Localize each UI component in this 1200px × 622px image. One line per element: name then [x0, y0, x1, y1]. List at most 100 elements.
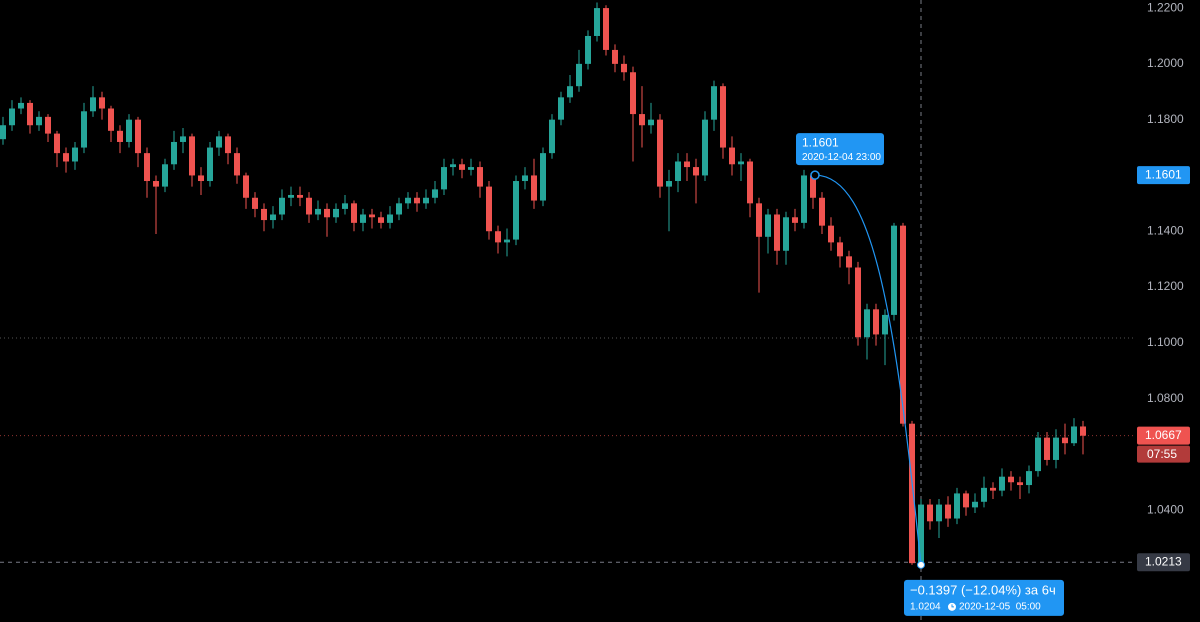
- candle-body: [801, 175, 807, 223]
- y-tick-label: 1.1000: [1147, 335, 1184, 349]
- measure-start-point: [810, 170, 820, 180]
- candle-body: [207, 147, 213, 182]
- candle-body: [90, 97, 96, 112]
- tooltip-start-price: 1.1601: [802, 135, 839, 149]
- candle-body: [612, 49, 618, 64]
- candle-body: [450, 164, 456, 168]
- candle-body: [45, 116, 51, 134]
- candle-body: [873, 309, 879, 335]
- candle-body: [855, 267, 861, 338]
- candle-body: [738, 161, 744, 165]
- candle-body: [675, 161, 681, 182]
- candle-body: [297, 194, 303, 198]
- candle-body: [864, 309, 870, 338]
- candle-body: [513, 181, 519, 240]
- candle-body: [963, 493, 969, 508]
- candle-body: [1035, 437, 1041, 472]
- candle-body: [639, 114, 645, 126]
- candle-body: [585, 35, 591, 64]
- candle-body: [936, 504, 942, 522]
- candle-body: [783, 217, 789, 251]
- y-tick-label: 1.2200: [1147, 0, 1184, 14]
- candle-body: [1026, 471, 1032, 486]
- candle-body: [1008, 476, 1014, 483]
- candle-body: [765, 214, 771, 237]
- candle-body: [117, 130, 123, 142]
- crosshair-price-label-box: [1137, 553, 1190, 572]
- candle-body: [918, 504, 924, 564]
- candle-body: [630, 72, 636, 115]
- measure-start-price-label: 1.1601: [1145, 167, 1182, 181]
- candle-body: [711, 86, 717, 120]
- candle-body: [342, 203, 348, 209]
- candle-body: [0, 125, 6, 140]
- tooltip-start: [796, 133, 884, 166]
- candle-body: [396, 203, 402, 215]
- candle-body: [495, 231, 501, 243]
- countdown: 07:55: [1147, 447, 1177, 461]
- candle-body: [369, 214, 375, 218]
- y-tick-label: 1.0400: [1147, 502, 1184, 516]
- clock-hands: [951, 604, 954, 608]
- y-tick-label: 1.2000: [1147, 56, 1184, 70]
- candle-body: [891, 225, 897, 315]
- candle-body: [567, 86, 573, 98]
- candle-body: [360, 214, 366, 223]
- candle-body: [234, 153, 240, 176]
- candle-body: [603, 8, 609, 50]
- candle-body: [99, 97, 105, 109]
- candle-body: [540, 153, 546, 201]
- y-tick-label: 1.1400: [1147, 223, 1184, 237]
- candle-body: [792, 217, 798, 223]
- candle-body: [945, 504, 951, 519]
- candle-body: [270, 214, 276, 221]
- candle-body: [27, 102, 33, 126]
- last-price-label: 1.0667: [1145, 428, 1182, 442]
- candle-body: [126, 119, 132, 142]
- candle-body: [261, 208, 267, 221]
- price-axis: 1.0400 1.0800 1.1000 1.1200 1.1400 1.1800 1.20…: [1137, 0, 1190, 572]
- candle-body: [171, 141, 177, 165]
- candle-body: [756, 203, 762, 237]
- candle-body: [999, 476, 1005, 491]
- candle-body: [837, 242, 843, 257]
- candle-body: [1017, 482, 1023, 486]
- candle-body: [198, 175, 204, 182]
- candle-body: [153, 181, 159, 187]
- measure-end-point: [917, 560, 925, 569]
- candle-body: [72, 147, 78, 162]
- candle-body: [315, 208, 321, 215]
- candle-body: [909, 423, 915, 564]
- candle-body: [459, 164, 465, 170]
- candle-body: [180, 136, 186, 142]
- candle-body: [846, 256, 852, 268]
- candle-body: [504, 239, 510, 243]
- candle-body: [684, 161, 690, 168]
- tooltip-start-time: 2020-12-04 23:00: [802, 152, 881, 163]
- levels: [0, 337, 1135, 563]
- candle-body: [414, 197, 420, 204]
- candle-body: [162, 164, 168, 187]
- candle-body: [432, 189, 438, 198]
- candle-body: [9, 108, 15, 126]
- candle-body: [225, 136, 231, 154]
- candle-body: [144, 153, 150, 182]
- candle-body: [720, 86, 726, 148]
- overlay: 1.1601 2020-12-04 23:00 −0.1397 (−12.04%) …: [796, 133, 1064, 616]
- candle-body: [477, 167, 483, 187]
- candle-body: [1062, 437, 1068, 444]
- candle-body: [36, 116, 42, 126]
- last-price-label-box: [1137, 426, 1190, 445]
- candle-body: [693, 167, 699, 176]
- y-tick-label: 1.0800: [1147, 391, 1184, 405]
- candle-body: [657, 119, 663, 187]
- candle-body: [279, 197, 285, 215]
- candle-body: [54, 133, 60, 154]
- candle-body: [252, 197, 258, 209]
- candle-body: [405, 197, 411, 204]
- y-tick-label: 1.1800: [1147, 112, 1184, 126]
- candle-body: [981, 487, 987, 502]
- measure-start-price-label-box: [1137, 166, 1190, 185]
